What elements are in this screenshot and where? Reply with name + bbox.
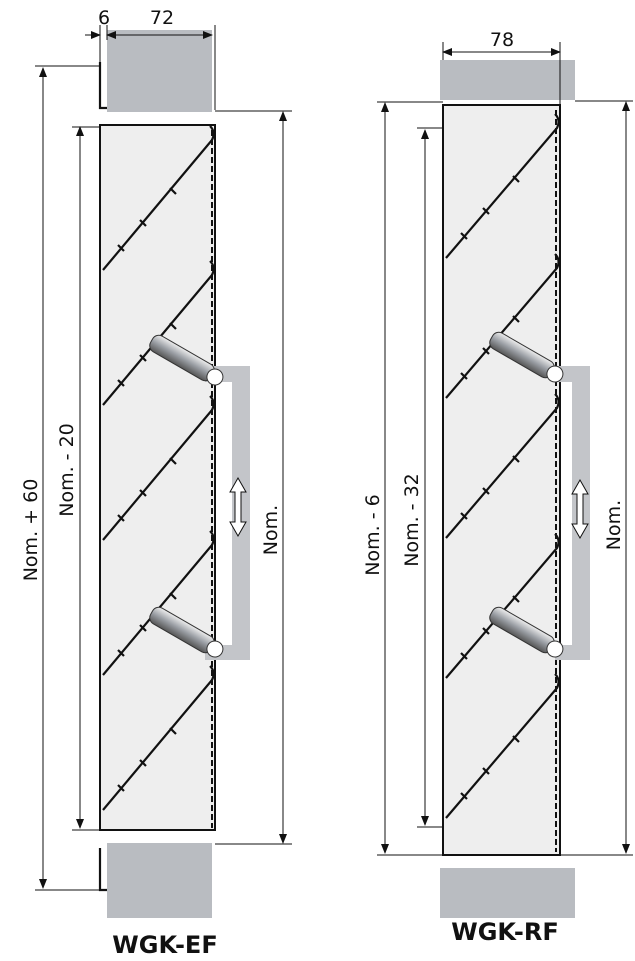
blade [102, 665, 215, 811]
dim-text: 78 [490, 29, 514, 51]
dimension-lines [35, 25, 633, 891]
blade [102, 260, 215, 406]
actuator-bar [555, 366, 590, 660]
dim-text: Nom. [260, 505, 282, 555]
blade [445, 393, 560, 539]
bolt-eye [546, 365, 564, 383]
bolt [149, 606, 224, 658]
bolt-eye [546, 640, 564, 658]
frame [99, 124, 216, 831]
dim-text: 72 [150, 7, 174, 29]
drawing [98, 30, 590, 918]
dim-text: Nom. - 6 [362, 494, 384, 575]
wall-bottom [107, 843, 212, 918]
blade [102, 125, 215, 271]
blade [445, 253, 560, 399]
bolt-eye [206, 640, 224, 658]
dim-text: Nom. - 32 [401, 473, 423, 567]
product-label: WGK-RF [451, 918, 559, 946]
bolt-eye [206, 368, 224, 386]
bolt [149, 334, 224, 386]
product-label: WGK-EF [112, 931, 217, 959]
actuator-bar [205, 366, 250, 660]
wall-top [440, 60, 575, 100]
frame [442, 104, 561, 856]
dim-text: Nom. + 60 [20, 479, 42, 582]
bolt [489, 606, 564, 658]
wall-top [107, 30, 212, 112]
blade [102, 530, 215, 676]
double-arrow [229, 476, 247, 538]
double-arrow [571, 478, 589, 540]
bolt [489, 331, 564, 383]
dim-text: Nom. - 20 [56, 423, 78, 517]
dim-text: 6 [98, 7, 110, 29]
blade [102, 395, 215, 541]
wall-bottom [440, 868, 575, 918]
dim-text: Nom. [603, 500, 625, 550]
blade [445, 533, 560, 679]
blade [445, 673, 560, 819]
blade [445, 113, 560, 259]
